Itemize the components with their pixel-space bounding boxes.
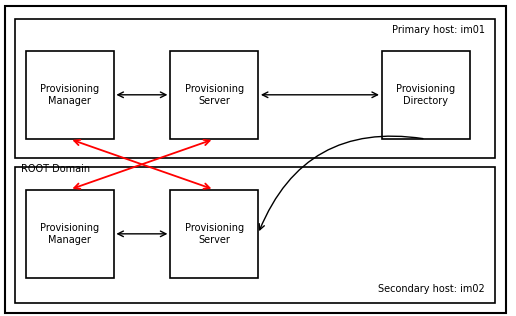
Bar [15, 167, 495, 303]
Text: Provisioning
Server: Provisioning Server [185, 84, 244, 106]
Bar [382, 51, 470, 139]
Bar [170, 190, 258, 278]
Text: Secondary host: im02: Secondary host: im02 [378, 284, 485, 294]
Text: Primary host: im01: Primary host: im01 [392, 25, 485, 35]
Text: ROOT Domain: ROOT Domain [21, 164, 90, 174]
Bar [26, 190, 114, 278]
Text: Provisioning
Directory: Provisioning Directory [396, 84, 455, 106]
Text: Provisioning
Manager: Provisioning Manager [40, 84, 99, 106]
Text: Provisioning
Server: Provisioning Server [185, 223, 244, 245]
Bar [15, 19, 495, 158]
Bar [170, 51, 258, 139]
Text: Provisioning
Manager: Provisioning Manager [40, 223, 99, 245]
Bar [26, 51, 114, 139]
